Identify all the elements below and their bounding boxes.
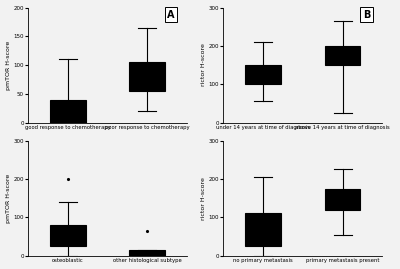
Text: A: A (167, 10, 175, 20)
PathPatch shape (245, 65, 281, 84)
PathPatch shape (129, 250, 165, 256)
Y-axis label: pmTOR H-score: pmTOR H-score (6, 174, 10, 223)
Y-axis label: rictor H-score: rictor H-score (201, 44, 206, 87)
PathPatch shape (325, 46, 360, 65)
PathPatch shape (129, 62, 165, 91)
Y-axis label: pmTOR H-score: pmTOR H-score (6, 40, 10, 90)
PathPatch shape (50, 100, 86, 123)
Y-axis label: rictor H-score: rictor H-score (201, 177, 206, 220)
PathPatch shape (245, 214, 281, 246)
Text: B: B (363, 10, 370, 20)
PathPatch shape (50, 225, 86, 246)
PathPatch shape (325, 189, 360, 210)
